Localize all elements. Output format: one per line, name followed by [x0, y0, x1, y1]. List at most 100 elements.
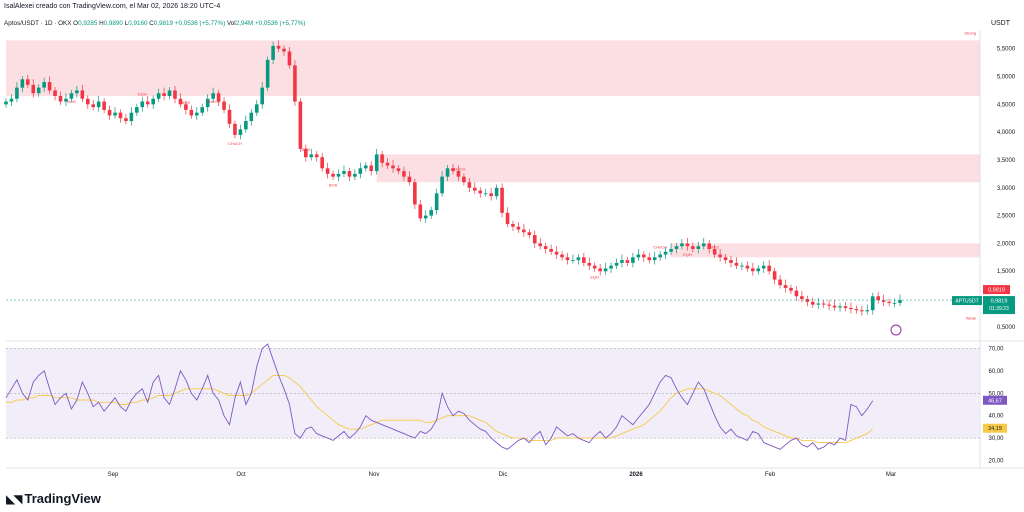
candle-body [827, 304, 831, 306]
rsi-last-label: 46,67 [988, 398, 1002, 404]
price-tick-label: 5,0000 [997, 75, 1016, 81]
candle-body [9, 98, 14, 102]
candle-body [336, 173, 341, 177]
candle-body [265, 59, 270, 88]
candle-body [849, 307, 853, 310]
candle-body [647, 257, 652, 261]
candle-body [391, 165, 395, 169]
candle-body [489, 193, 493, 197]
candle-body [691, 246, 695, 249]
candle-body [178, 98, 183, 105]
candle-body [304, 148, 308, 158]
rsi-tick-label: 40,00 [988, 414, 1004, 420]
structure-label: BOS [329, 183, 338, 188]
currency-label[interactable]: USDT [990, 20, 1010, 27]
candle-body [641, 254, 646, 258]
rsi-tick-label: 50,00 [988, 391, 1004, 397]
rsi-tick-label: 20,00 [988, 459, 1004, 465]
candle-body [75, 90, 79, 94]
candle-body [407, 176, 412, 183]
candle-body [211, 93, 215, 99]
candle-body [445, 168, 450, 177]
candle-body [69, 93, 74, 99]
high-label: H [99, 20, 104, 27]
candle-body [843, 306, 848, 308]
candle-body [761, 265, 766, 269]
candle-body [505, 212, 510, 224]
candle-body [113, 112, 117, 116]
low-label: L [124, 20, 129, 27]
candle-body [718, 254, 722, 258]
candle-body [91, 104, 96, 108]
brand-name: TradingView [24, 491, 101, 506]
candle-body [603, 268, 608, 272]
candle-body [794, 290, 799, 297]
candle-body [47, 82, 52, 91]
symbol-title[interactable]: Aptos/USDT · 1D · OKX [4, 20, 72, 27]
price-tick-label: 5,5000 [997, 47, 1016, 53]
tradingview-footer: ◣◥ TradingView [6, 491, 101, 506]
time-axis-label: Nov [369, 472, 380, 478]
candle-body [254, 104, 259, 113]
candle-body [184, 104, 188, 110]
candle-body [222, 101, 226, 110]
candle-body [712, 248, 717, 255]
candle-body [118, 112, 123, 119]
candle-body [745, 265, 750, 269]
candle-body [298, 101, 303, 149]
candle-body [31, 84, 36, 94]
candle-body [140, 101, 145, 108]
candle-body [15, 87, 19, 99]
time-axis-label: Sep [108, 472, 119, 478]
structure-label: Strong [964, 30, 976, 35]
candle-body [249, 112, 254, 122]
candle-body [413, 182, 417, 205]
candle-body [402, 171, 406, 177]
low-value: 0,9160 [128, 20, 148, 27]
structure-label: BOS [182, 100, 191, 105]
candle-body [418, 204, 423, 219]
candle-body [282, 48, 286, 52]
candle-body [124, 118, 128, 122]
candle-body [592, 265, 597, 269]
price-tick-label: 3,0000 [997, 186, 1016, 192]
candle-body [353, 173, 357, 177]
candle-body [609, 265, 613, 269]
candle-body [500, 187, 504, 213]
candle-body [325, 168, 330, 174]
candle-body [156, 93, 161, 99]
candle-body [663, 251, 668, 255]
time-axis-label: Mar [886, 472, 896, 478]
rsi-last-tag [983, 395, 1007, 405]
candle-body [789, 287, 793, 291]
candle-body [696, 246, 701, 249]
candle-body [216, 93, 221, 102]
candle-body [576, 257, 581, 261]
tag-price-label: 0,9819 [991, 299, 1008, 305]
structure-label: CHoCH [206, 99, 220, 104]
candle-body [473, 187, 477, 191]
high-value: 0,9890 [103, 20, 123, 27]
candle-body [783, 285, 788, 288]
candle-body [478, 190, 483, 194]
candle-body [631, 257, 635, 263]
close-label: C [149, 20, 154, 27]
symbol-tag-label: APTUSDT [955, 299, 978, 305]
candle-body [42, 82, 46, 88]
time-axis-label: 2026 [629, 472, 643, 478]
candle-body [64, 98, 68, 102]
price-tick-label: 2,5000 [997, 214, 1016, 220]
candle-body [810, 301, 815, 305]
candle-body [151, 98, 155, 105]
candle-body [331, 173, 335, 177]
candle-body [53, 90, 57, 96]
candle-body [522, 229, 526, 233]
candle-body [456, 171, 461, 177]
candle-body [538, 243, 543, 247]
vol-value: 2,94M [235, 20, 254, 27]
candle-body [429, 210, 433, 216]
candle-body [4, 101, 8, 105]
candle-body [200, 107, 205, 113]
candle-body [423, 215, 428, 219]
